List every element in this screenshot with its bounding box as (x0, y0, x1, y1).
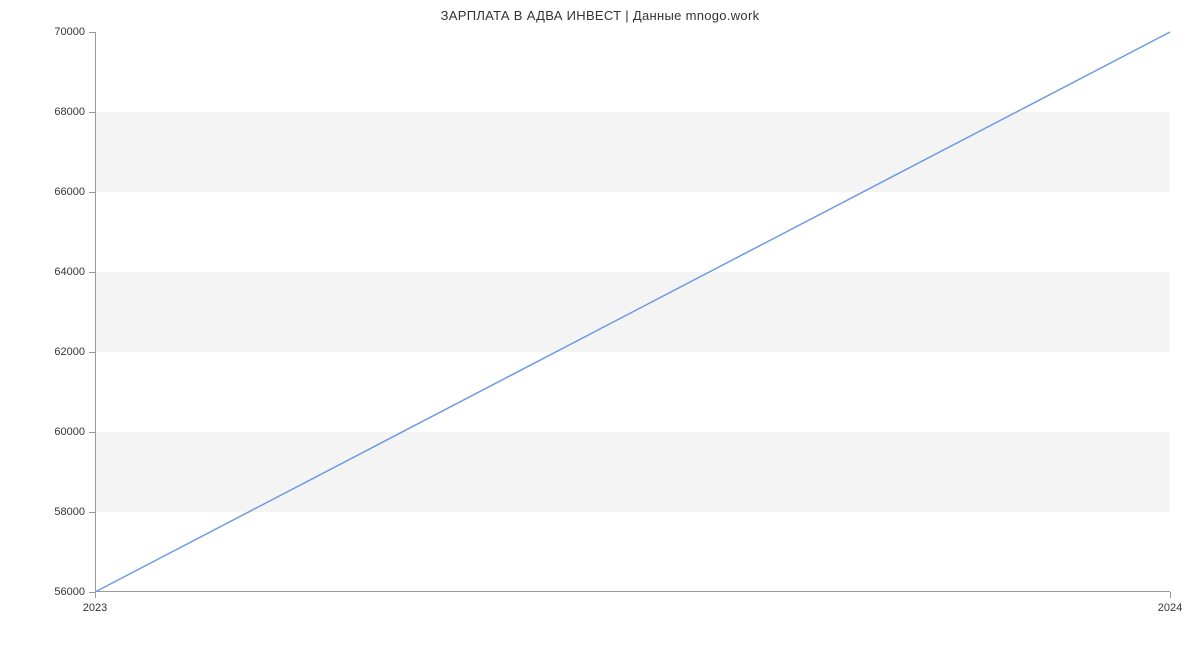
series-layer (95, 32, 1170, 592)
x-tick-label: 2024 (1130, 602, 1200, 614)
y-tick-label: 58000 (35, 506, 85, 518)
chart-container: ЗАРПЛАТА В АДВА ИНВЕСТ | Данные mnogo.wo… (0, 0, 1200, 650)
y-tick-label: 66000 (35, 186, 85, 198)
x-tick (1170, 592, 1171, 598)
y-tick-label: 68000 (35, 106, 85, 118)
y-tick-label: 56000 (35, 586, 85, 598)
y-tick-label: 70000 (35, 26, 85, 38)
chart-title: ЗАРПЛАТА В АДВА ИНВЕСТ | Данные mnogo.wo… (0, 8, 1200, 23)
y-tick-label: 62000 (35, 346, 85, 358)
series-line-salary (95, 32, 1170, 592)
y-tick-label: 64000 (35, 266, 85, 278)
plot-area: 5600058000600006200064000660006800070000… (95, 32, 1170, 592)
x-tick (95, 592, 96, 598)
y-tick-label: 60000 (35, 426, 85, 438)
x-tick-label: 2023 (55, 602, 135, 614)
